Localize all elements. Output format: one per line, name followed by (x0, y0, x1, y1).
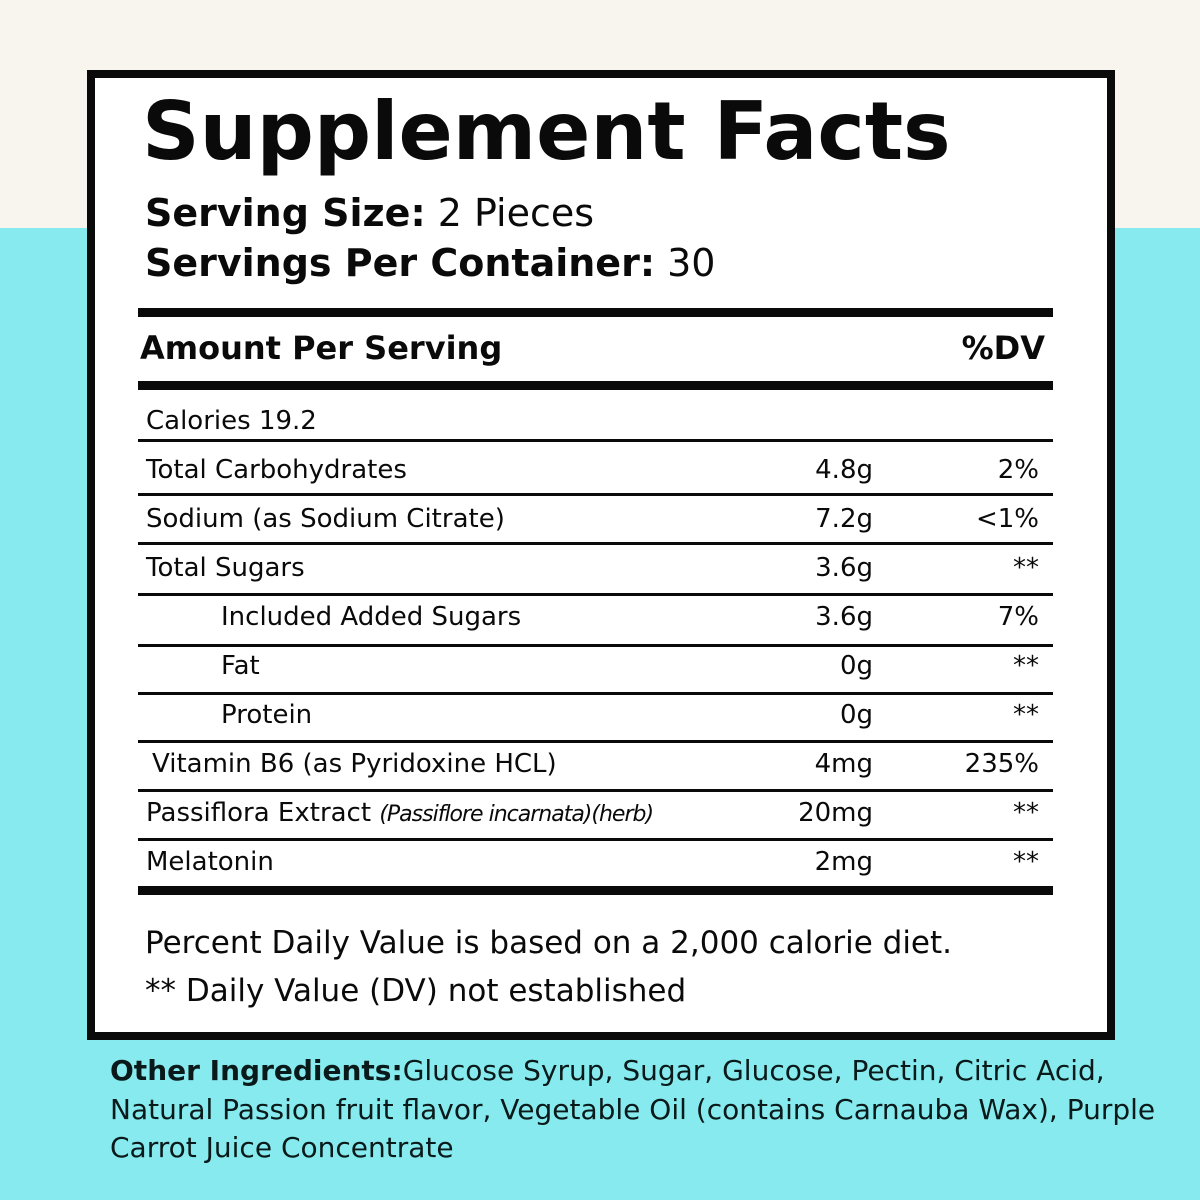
row-divider (138, 439, 1053, 442)
row-latin-name: (Passiflore incarnata)(herb) (379, 802, 654, 827)
row-amount: 3.6g (815, 553, 873, 583)
row-name: Passiflora Extract (Passiflore incarnata… (146, 798, 654, 828)
row-dv: ** (1013, 700, 1039, 730)
row-dv: 235% (964, 749, 1039, 779)
serving-size-label: Serving Size: (145, 191, 426, 235)
table-row-melatonin: Melatonin 2mg ** (138, 841, 1053, 887)
footnote-daily-value: Percent Daily Value is based on a 2,000 … (145, 925, 953, 961)
row-name-text: Passiflora Extract (146, 798, 380, 828)
row-amount: 4.8g (815, 455, 873, 485)
row-name: Included Added Sugars (221, 602, 522, 632)
table-row-calories: Calories 19.2 (138, 400, 1053, 446)
row-divider (138, 644, 1053, 647)
row-amount: 7.2g (815, 504, 873, 534)
row-dv: 2% (997, 455, 1039, 485)
dv-header: %DV (961, 329, 1045, 367)
table-row-passiflora: Passiflora Extract (Passiflore incarnata… (138, 792, 1053, 838)
table-row-sodium: Sodium (as Sodium Citrate) 7.2g <1% (138, 498, 1053, 544)
row-divider (138, 692, 1053, 695)
table-row-total-carbohydrates: Total Carbohydrates 4.8g 2% (138, 449, 1053, 495)
row-divider (138, 789, 1053, 792)
row-divider (138, 542, 1053, 545)
row-amount: 4mg (814, 749, 873, 779)
row-name: Fat (221, 651, 260, 681)
row-divider (138, 593, 1053, 596)
servings-per-container-label: Servings Per Container: (145, 241, 656, 285)
row-name: Vitamin B6 (as Pyridoxine HCL) (152, 749, 557, 779)
row-name: Melatonin (146, 847, 274, 877)
row-divider (138, 493, 1053, 496)
row-name: Sodium (as Sodium Citrate) (146, 504, 505, 534)
row-dv: ** (1013, 847, 1039, 877)
row-divider (138, 838, 1053, 841)
other-ingredients-label: Other Ingredients: (110, 1054, 403, 1087)
row-dv: ** (1013, 798, 1039, 828)
row-name: Protein (221, 700, 313, 730)
row-amount: 0g (839, 651, 873, 681)
row-dv: 7% (997, 602, 1039, 632)
table-row-vitamin-b6: Vitamin B6 (as Pyridoxine HCL) 4mg 235% (138, 743, 1053, 789)
table-row-added-sugars: Included Added Sugars 3.6g 7% (138, 596, 1053, 642)
divider-header (138, 381, 1053, 390)
divider-top (138, 308, 1053, 317)
row-name: Total Sugars (146, 553, 305, 583)
row-dv: ** (1013, 651, 1039, 681)
table-row-total-sugars: Total Sugars 3.6g ** (138, 547, 1053, 593)
row-name: Calories 19.2 (146, 406, 317, 436)
row-dv: ** (1013, 553, 1039, 583)
row-amount: 20mg (798, 798, 873, 828)
row-dv: <1% (975, 504, 1039, 534)
amount-per-serving-header: Amount Per Serving (140, 329, 503, 367)
table-row-protein: Protein 0g ** (138, 694, 1053, 740)
row-name: Total Carbohydrates (146, 455, 407, 485)
divider-bottom (138, 886, 1053, 895)
row-divider (138, 740, 1053, 743)
serving-size: Serving Size: 2 Pieces (145, 194, 594, 232)
row-amount: 2mg (814, 847, 873, 877)
servings-per-container: Servings Per Container: 30 (145, 244, 715, 282)
servings-per-container-value: 30 (655, 241, 716, 285)
serving-size-value: 2 Pieces (425, 191, 595, 235)
supplement-facts-panel (87, 70, 1115, 1040)
other-ingredients-text: Glucose Syrup, Sugar, Glucose, Pectin, C… (110, 1054, 1156, 1164)
other-ingredients: Other Ingredients:Glucose Syrup, Sugar, … (110, 1052, 1170, 1168)
page-title: Supplement Facts (142, 85, 951, 178)
footnote-not-established: ** Daily Value (DV) not established (145, 973, 687, 1009)
row-amount: 0g (839, 700, 873, 730)
table-row-fat: Fat 0g ** (138, 645, 1053, 691)
row-amount: 3.6g (815, 602, 873, 632)
